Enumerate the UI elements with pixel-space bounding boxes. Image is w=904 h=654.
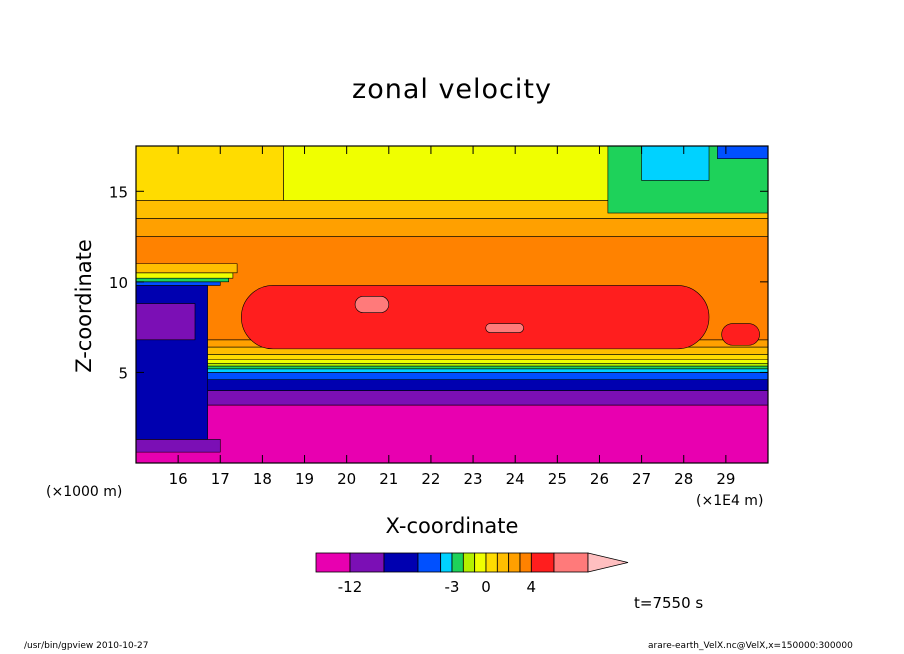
x-tick-label: 23 [464, 470, 483, 488]
colorbar-label: 4 [527, 578, 537, 596]
contour-region [136, 303, 196, 341]
x-tick-label: 22 [421, 470, 440, 488]
colorbar: -12 -3 0 4 [315, 552, 629, 596]
colorbar-overflow-triangle [587, 552, 629, 573]
contour-region [136, 218, 768, 237]
colorbar-swatch [349, 552, 385, 573]
contour-region [136, 372, 768, 380]
contour-region [641, 146, 710, 181]
colorbar-label: -3 [445, 578, 460, 596]
footer-left-text: /usr/bin/gpview 2010-10-27 [24, 641, 149, 651]
contour-region [136, 277, 229, 283]
footer-right-text: arare-earth_VelX.nc@VelX,x=150000:300000 [648, 641, 853, 651]
x-tick-label: 21 [379, 470, 398, 488]
contour-region [136, 146, 284, 201]
colorbar-swatch [519, 552, 532, 573]
colorbar-swatch [496, 552, 510, 573]
axis-ticks: 16 17 18 19 20 21 22 23 24 25 26 27 28 29 5 10 15 [109, 146, 768, 488]
plot-frame [135, 145, 769, 464]
x-tick-label: 26 [590, 470, 609, 488]
contour-regions [136, 146, 768, 463]
contour-region [136, 390, 768, 406]
colorbar-label: -12 [338, 578, 363, 596]
x-tick-label: 25 [548, 470, 567, 488]
colorbar-swatch [485, 552, 498, 573]
time-label: t=7550 s [634, 594, 704, 612]
contour-region [136, 368, 768, 373]
contour-region [354, 296, 390, 313]
contour-region [136, 379, 768, 391]
contour-region [717, 146, 768, 159]
colorbar-swatch [530, 552, 555, 573]
x-tick-label: 16 [169, 470, 188, 488]
contour-region [136, 439, 221, 453]
contour-region [136, 263, 238, 274]
contour-region [136, 359, 768, 364]
colorbar-swatch [474, 552, 487, 573]
x-tick-label: 27 [632, 470, 651, 488]
y-axis-unit: (×1000 m) [46, 484, 123, 500]
contour-region [721, 323, 760, 346]
colorbar-swatch [508, 552, 521, 573]
x-tick-label: 20 [337, 470, 356, 488]
colorbar-swatch [553, 552, 589, 573]
contour-region [136, 363, 768, 367]
x-tick-label: 19 [295, 470, 314, 488]
colorbar-swatch [440, 552, 453, 573]
colorbar-swatch [383, 552, 419, 573]
x-tick-label: 24 [506, 470, 525, 488]
contour-region [241, 285, 710, 350]
chart-title: zonal velocity [352, 74, 552, 105]
contour-region [136, 272, 234, 279]
x-axis-label: X-coordinate [385, 514, 519, 538]
y-tick-label: 10 [109, 274, 128, 292]
y-tick-label: 15 [109, 183, 128, 201]
y-tick-label: 5 [118, 364, 128, 382]
x-tick-label: 28 [674, 470, 693, 488]
colorbar-label: 0 [481, 578, 491, 596]
x-axis-unit: (×1E4 m) [696, 493, 764, 509]
colorbar-swatch [417, 552, 442, 573]
colorbar-swatch [462, 552, 476, 573]
colorbar-swatch [451, 552, 464, 573]
contour-region [136, 404, 768, 463]
x-tick-label: 29 [716, 470, 735, 488]
x-tick-label: 18 [253, 470, 272, 488]
contour-region [485, 323, 524, 333]
colorbar-swatch [315, 552, 351, 573]
x-tick-label: 17 [211, 470, 230, 488]
contour-region [136, 365, 768, 370]
contour-region [136, 354, 768, 361]
contour-region [136, 281, 221, 286]
